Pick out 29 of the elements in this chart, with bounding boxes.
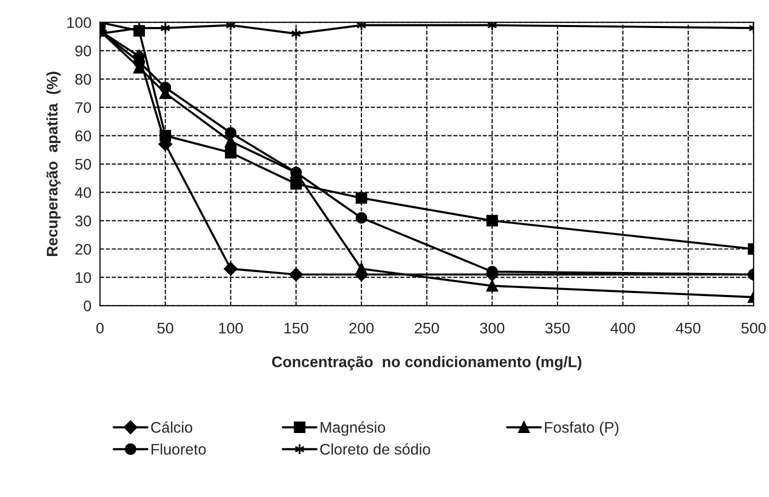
- y-axis-title: Recuperação apatita (%): [46, 72, 61, 256]
- x-tick-label: 0: [96, 322, 104, 334]
- x-tick-label: 450: [676, 322, 700, 334]
- x-tick-label: 300: [480, 322, 504, 334]
- x-tick-label: 400: [610, 322, 636, 334]
- x-tick-label: 100: [219, 322, 243, 334]
- y-tick-label: 20: [75, 244, 92, 255]
- y-tick-label: 70: [75, 102, 92, 114]
- x-tick-label: 250: [414, 322, 439, 334]
- legend-label: Fosfato (P): [545, 422, 618, 436]
- x-tick-label: 350: [545, 322, 570, 334]
- x-tick-label: 200: [349, 322, 374, 334]
- y-tick-label: 50: [75, 158, 92, 170]
- y-tick-label: 10: [76, 272, 92, 284]
- y-tick-label: 80: [75, 74, 92, 85]
- y-tick-label: 30: [75, 216, 92, 226]
- x-tick-label: 500: [741, 322, 766, 334]
- y-tick-label: 40: [74, 187, 92, 198]
- x-axis-title: Concentração no condicionamento (mg/L): [272, 356, 582, 370]
- y-tick-label: 100: [67, 17, 92, 28]
- legend-label: Magnésio: [320, 421, 386, 436]
- legend-label: Cloreto de sódio: [320, 443, 430, 455]
- legend-label: Fluoreto: [152, 443, 206, 455]
- x-tick-label: 50: [157, 322, 174, 334]
- legend-label: Cálcio: [151, 421, 192, 433]
- y-tick-label: 60: [75, 130, 92, 142]
- y-tick-label: 90: [75, 46, 92, 56]
- x-tick-label: 150: [284, 322, 308, 334]
- y-tick-label: 0: [84, 300, 92, 312]
